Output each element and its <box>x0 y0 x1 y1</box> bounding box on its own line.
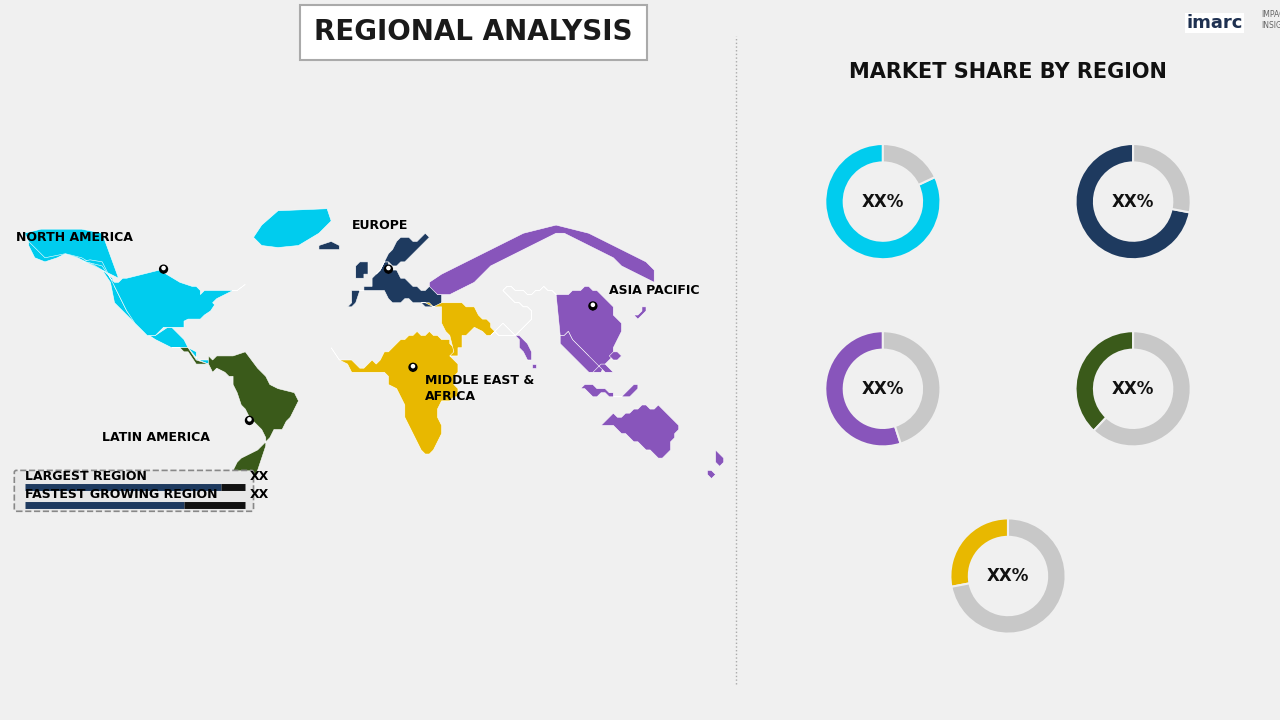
Text: XX: XX <box>250 470 269 483</box>
Wedge shape <box>883 331 941 444</box>
Circle shape <box>410 364 417 372</box>
Polygon shape <box>332 331 458 454</box>
Wedge shape <box>1075 144 1189 259</box>
Wedge shape <box>1093 331 1190 446</box>
Polygon shape <box>82 260 246 336</box>
Wedge shape <box>951 518 1065 634</box>
Polygon shape <box>24 233 212 364</box>
Polygon shape <box>410 367 416 372</box>
Polygon shape <box>319 241 339 250</box>
Text: FASTEST GROWING REGION: FASTEST GROWING REGION <box>24 488 218 501</box>
Polygon shape <box>613 384 637 397</box>
Text: LARGEST REGION: LARGEST REGION <box>24 470 146 483</box>
Polygon shape <box>716 450 723 467</box>
Text: MIDDLE EAST &
AFRICA: MIDDLE EAST & AFRICA <box>425 374 535 403</box>
Polygon shape <box>602 405 678 458</box>
Text: NORTH AMERICA: NORTH AMERICA <box>17 231 133 244</box>
Wedge shape <box>1075 331 1133 431</box>
Text: EUROPE: EUROPE <box>352 219 408 232</box>
Polygon shape <box>634 307 646 319</box>
Text: XX%: XX% <box>861 192 904 210</box>
Polygon shape <box>609 352 622 360</box>
Text: IMPACTFUL
INSIGHTS: IMPACTFUL INSIGHTS <box>1261 10 1280 30</box>
Circle shape <box>589 302 596 310</box>
Polygon shape <box>495 331 531 360</box>
Text: XX: XX <box>250 488 269 501</box>
Polygon shape <box>531 364 535 368</box>
Polygon shape <box>24 229 119 278</box>
Polygon shape <box>356 262 369 278</box>
Polygon shape <box>590 306 596 311</box>
Polygon shape <box>708 470 716 479</box>
Polygon shape <box>376 233 429 274</box>
Wedge shape <box>826 144 941 259</box>
Text: ASIA PACIFIC: ASIA PACIFIC <box>609 284 700 297</box>
Circle shape <box>160 265 168 273</box>
Polygon shape <box>172 348 212 364</box>
Wedge shape <box>826 331 901 446</box>
Polygon shape <box>246 420 252 426</box>
Polygon shape <box>581 384 613 397</box>
Circle shape <box>411 364 415 368</box>
Text: LATIN AMERICA: LATIN AMERICA <box>102 431 210 444</box>
Text: MARKET SHARE BY REGION: MARKET SHARE BY REGION <box>849 62 1167 82</box>
Polygon shape <box>348 262 442 307</box>
Wedge shape <box>883 144 934 185</box>
Circle shape <box>248 418 251 421</box>
Polygon shape <box>160 269 166 274</box>
Circle shape <box>384 265 393 273</box>
Circle shape <box>246 416 253 424</box>
Polygon shape <box>561 331 613 372</box>
Polygon shape <box>209 352 298 495</box>
Text: XX%: XX% <box>1112 379 1155 397</box>
Polygon shape <box>421 302 495 356</box>
Wedge shape <box>1133 144 1190 212</box>
Text: REGIONAL ANALYSIS: REGIONAL ANALYSIS <box>315 19 632 46</box>
Text: XX%: XX% <box>861 379 904 397</box>
Polygon shape <box>429 225 654 294</box>
Polygon shape <box>490 287 622 372</box>
Polygon shape <box>385 269 392 274</box>
Wedge shape <box>951 518 1009 587</box>
Text: imarc: imarc <box>1187 14 1243 32</box>
Text: XX%: XX% <box>1112 192 1155 210</box>
Polygon shape <box>253 209 332 248</box>
Circle shape <box>591 303 594 307</box>
Circle shape <box>387 266 390 269</box>
Circle shape <box>163 266 165 269</box>
FancyBboxPatch shape <box>14 470 253 511</box>
Text: XX%: XX% <box>987 567 1029 585</box>
